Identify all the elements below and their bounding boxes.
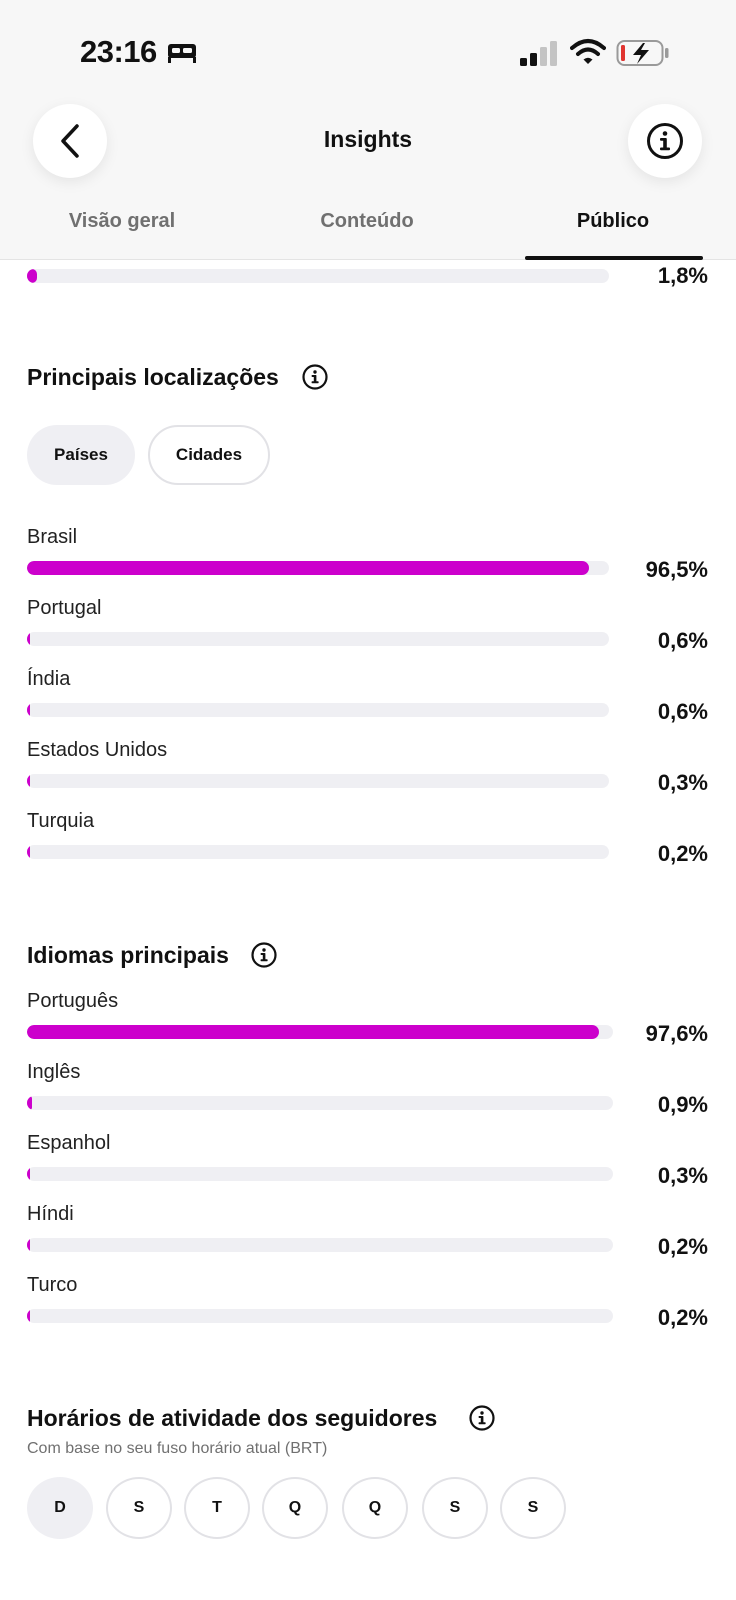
- progress-bar-track: [27, 632, 609, 646]
- percentage-value: 0,3%: [657, 770, 708, 795]
- percentage-value: 0,2%: [657, 841, 708, 866]
- progress-bar-fill: [27, 269, 38, 283]
- progress-bar-fill: [27, 845, 30, 859]
- percentage-value: 0,2%: [657, 1234, 708, 1259]
- progress-bar-fill: [27, 774, 30, 788]
- locations-section-title: Principais localizações: [27, 364, 279, 390]
- battery-charging-icon: [616, 40, 669, 66]
- location-label: Estados Unidos: [27, 739, 168, 761]
- progress-bar-track: [27, 1025, 613, 1039]
- filter-countries-button[interactable]: Países: [27, 425, 135, 485]
- location-label: Turquia: [27, 810, 95, 832]
- info-icon[interactable]: [302, 364, 328, 390]
- progress-bar-fill: [27, 1309, 30, 1323]
- day-button-tuesday[interactable]: T: [184, 1477, 250, 1539]
- tab-content[interactable]: Conteúdo: [320, 210, 414, 232]
- filter-cities-button[interactable]: Cidades: [148, 425, 270, 485]
- status-time: 23:16: [80, 34, 157, 69]
- percentage-value: 0,3%: [657, 1163, 708, 1188]
- percentage-value: 0,9%: [657, 1092, 708, 1117]
- info-button[interactable]: [628, 104, 702, 178]
- language-label: Espanhol: [27, 1132, 111, 1154]
- chevron-left-icon: [61, 124, 79, 158]
- page-title: Insights: [323, 126, 413, 152]
- progress-bar-fill: [27, 1238, 30, 1252]
- activity-subtitle: Com base no seu fuso horário atual (BRT): [27, 1440, 328, 1457]
- day-button-friday[interactable]: S: [422, 1477, 488, 1539]
- tab-overview[interactable]: Visão geral: [68, 210, 176, 232]
- location-label: Índia: [27, 668, 71, 690]
- day-button-saturday[interactable]: S: [500, 1477, 566, 1539]
- progress-bar-fill: [27, 561, 589, 575]
- progress-bar-fill: [27, 632, 31, 646]
- languages-section-title: Idiomas principais: [27, 942, 229, 968]
- day-button-thursday[interactable]: Q: [342, 1477, 408, 1539]
- progress-bar-track: [27, 845, 609, 859]
- progress-bar-track: [27, 269, 609, 283]
- percentage-value: 0,2%: [657, 1305, 708, 1330]
- day-button-monday[interactable]: S: [106, 1477, 172, 1539]
- active-tab-indicator: [525, 256, 703, 260]
- location-label: Brasil: [27, 526, 78, 548]
- wifi-icon: [570, 39, 606, 64]
- progress-bar-fill: [27, 1025, 599, 1039]
- progress-bar-track: [27, 703, 609, 717]
- status-bar: 23:16: [0, 0, 736, 96]
- progress-bar-fill: [27, 703, 31, 717]
- info-icon: [647, 123, 683, 159]
- tab-audience[interactable]: Público: [576, 210, 650, 232]
- location-label: Portugal: [27, 597, 102, 619]
- progress-bar-track: [27, 1309, 613, 1323]
- progress-bar-track: [27, 774, 609, 788]
- progress-bar-fill: [27, 1096, 33, 1110]
- cellular-signal-icon: [520, 41, 557, 66]
- language-label: Inglês: [27, 1061, 81, 1083]
- language-label: Híndi: [27, 1203, 74, 1225]
- info-icon[interactable]: [469, 1405, 495, 1431]
- activity-section-title: Horários de atividade dos seguidores: [27, 1405, 438, 1431]
- day-button-sunday[interactable]: D: [27, 1477, 93, 1539]
- progress-bar-track: [27, 1096, 613, 1110]
- progress-bar-track: [27, 1238, 613, 1252]
- progress-bar-track: [27, 561, 609, 575]
- nav-header: Insights Visão geral Conteúdo Público: [0, 96, 736, 260]
- progress-bar-track: [27, 1167, 613, 1181]
- percentage-value: 0,6%: [657, 628, 708, 653]
- progress-bar-fill: [27, 1167, 30, 1181]
- language-label: Português: [27, 990, 119, 1012]
- percentage-value: 97,6%: [645, 1021, 708, 1046]
- tab-bar: Visão geral Conteúdo Público: [0, 200, 736, 260]
- back-button[interactable]: [33, 104, 107, 178]
- day-button-wednesday[interactable]: Q: [262, 1477, 328, 1539]
- percentage-value: 96,5%: [645, 557, 708, 582]
- info-icon[interactable]: [251, 942, 277, 968]
- percentage-value: 1,8%: [657, 263, 708, 288]
- language-label: Turco: [27, 1274, 78, 1296]
- sleep-bed-icon: [168, 44, 196, 63]
- percentage-value: 0,6%: [657, 699, 708, 724]
